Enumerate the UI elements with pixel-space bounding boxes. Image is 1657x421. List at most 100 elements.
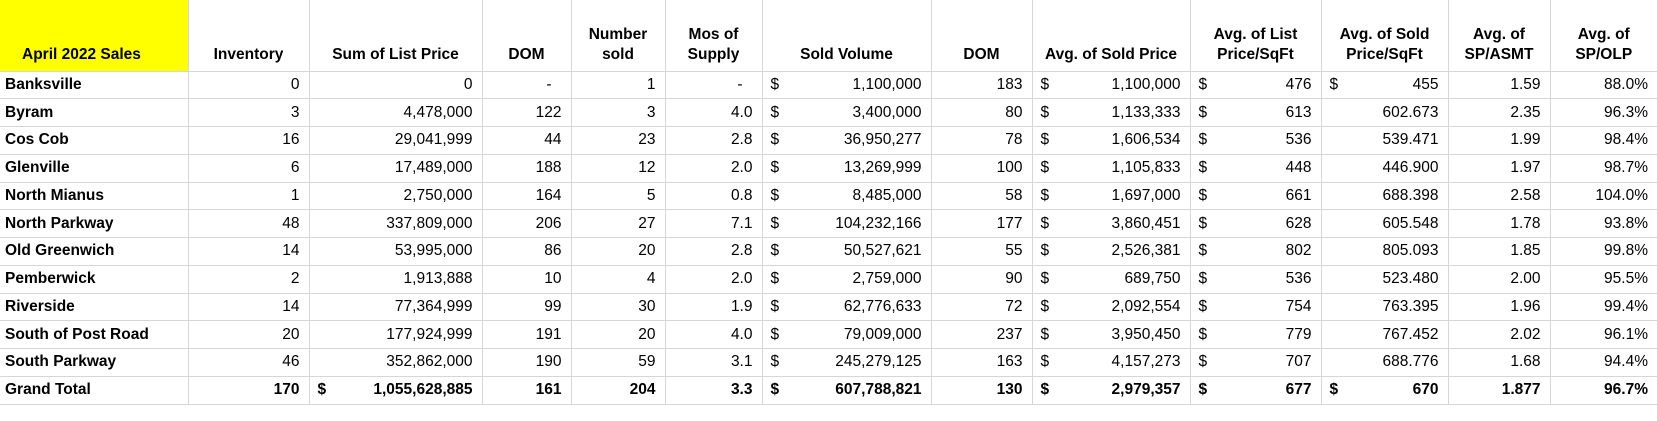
data-cell[interactable]: 1.78	[1448, 209, 1551, 238]
column-header[interactable]: Avg. of List Price/SqFt	[1190, 0, 1322, 72]
column-header[interactable]: Inventory	[188, 0, 310, 72]
data-cell[interactable]: 3	[188, 98, 310, 127]
data-cell[interactable]: 206	[482, 209, 572, 238]
data-cell[interactable]: 3.3	[665, 376, 763, 405]
data-cell[interactable]: 10	[482, 265, 572, 294]
column-header[interactable]: DOM	[931, 0, 1033, 72]
data-cell[interactable]: $8,485,000	[762, 182, 932, 211]
data-cell[interactable]: 3.1	[665, 348, 763, 377]
data-cell[interactable]: $36,950,277	[762, 126, 932, 155]
data-cell[interactable]: 1.877	[1448, 376, 1551, 405]
data-cell[interactable]: 4,478,000	[309, 98, 483, 127]
data-cell[interactable]: 48	[188, 209, 310, 238]
data-cell[interactable]: $2,526,381	[1032, 237, 1191, 266]
data-cell[interactable]: 59	[571, 348, 666, 377]
data-cell[interactable]: 96.3%	[1550, 98, 1657, 127]
data-cell[interactable]: 2.58	[1448, 182, 1551, 211]
data-cell[interactable]: -	[482, 71, 572, 100]
data-cell[interactable]: $1,100,000	[762, 71, 932, 100]
data-cell[interactable]: 183	[931, 71, 1033, 100]
data-cell[interactable]: $3,950,450	[1032, 320, 1191, 349]
data-cell[interactable]: 16	[188, 126, 310, 155]
data-cell[interactable]: $1,100,000	[1032, 71, 1191, 100]
data-cell[interactable]: 2.8	[665, 237, 763, 266]
data-cell[interactable]: 12	[571, 154, 666, 183]
data-cell[interactable]: 170	[188, 376, 310, 405]
data-cell[interactable]: 204	[571, 376, 666, 405]
data-cell[interactable]: 80	[931, 98, 1033, 127]
data-cell[interactable]: 99.4%	[1550, 293, 1657, 322]
data-cell[interactable]: $13,269,999	[762, 154, 932, 183]
data-cell[interactable]: 688.776	[1321, 348, 1449, 377]
region-name-cell[interactable]: North Mianus	[0, 182, 189, 211]
region-name-cell[interactable]: Old Greenwich	[0, 237, 189, 266]
data-cell[interactable]: 190	[482, 348, 572, 377]
data-cell[interactable]: 0.8	[665, 182, 763, 211]
data-cell[interactable]: 122	[482, 98, 572, 127]
region-name-cell[interactable]: Pemberwick	[0, 265, 189, 294]
data-cell[interactable]: $104,232,166	[762, 209, 932, 238]
data-cell[interactable]: $2,759,000	[762, 265, 932, 294]
column-header[interactable]: Avg. of SP/OLP	[1550, 0, 1657, 72]
data-cell[interactable]: 163	[931, 348, 1033, 377]
data-cell[interactable]: 99.8%	[1550, 237, 1657, 266]
data-cell[interactable]: 86	[482, 237, 572, 266]
data-cell[interactable]: 523.480	[1321, 265, 1449, 294]
data-cell[interactable]: 130	[931, 376, 1033, 405]
data-cell[interactable]: 14	[188, 237, 310, 266]
data-cell[interactable]: $677	[1190, 376, 1322, 405]
data-cell[interactable]: 177	[931, 209, 1033, 238]
data-cell[interactable]: 53,995,000	[309, 237, 483, 266]
data-cell[interactable]: -	[665, 71, 763, 100]
data-cell[interactable]: 44	[482, 126, 572, 155]
data-cell[interactable]: $3,860,451	[1032, 209, 1191, 238]
data-cell[interactable]: 602.673	[1321, 98, 1449, 127]
data-cell[interactable]: 78	[931, 126, 1033, 155]
data-cell[interactable]: $2,092,554	[1032, 293, 1191, 322]
data-cell[interactable]: 2,750,000	[309, 182, 483, 211]
data-cell[interactable]: $79,009,000	[762, 320, 932, 349]
data-cell[interactable]: $245,279,125	[762, 348, 932, 377]
data-cell[interactable]: 188	[482, 154, 572, 183]
data-cell[interactable]: 2.00	[1448, 265, 1551, 294]
region-name-cell[interactable]: Cos Cob	[0, 126, 189, 155]
data-cell[interactable]: 1.96	[1448, 293, 1551, 322]
data-cell[interactable]: 4.0	[665, 320, 763, 349]
region-name-cell[interactable]: South of Post Road	[0, 320, 189, 349]
data-cell[interactable]: 77,364,999	[309, 293, 483, 322]
data-cell[interactable]: 0	[188, 71, 310, 100]
table-title-cell[interactable]: April 2022 Sales	[0, 0, 189, 72]
data-cell[interactable]: 104.0%	[1550, 182, 1657, 211]
data-cell[interactable]: $779	[1190, 320, 1322, 349]
data-cell[interactable]: $613	[1190, 98, 1322, 127]
data-cell[interactable]: 337,809,000	[309, 209, 483, 238]
data-cell[interactable]: $2,979,357	[1032, 376, 1191, 405]
data-cell[interactable]: 72	[931, 293, 1033, 322]
data-cell[interactable]: 164	[482, 182, 572, 211]
data-cell[interactable]: 3	[571, 98, 666, 127]
region-name-cell[interactable]: Grand Total	[0, 376, 189, 405]
data-cell[interactable]: 14	[188, 293, 310, 322]
data-cell[interactable]: $707	[1190, 348, 1322, 377]
data-cell[interactable]: 352,862,000	[309, 348, 483, 377]
data-cell[interactable]: 23	[571, 126, 666, 155]
data-cell[interactable]: $628	[1190, 209, 1322, 238]
data-cell[interactable]: 2.35	[1448, 98, 1551, 127]
data-cell[interactable]: 98.4%	[1550, 126, 1657, 155]
data-cell[interactable]: $448	[1190, 154, 1322, 183]
data-cell[interactable]: $50,527,621	[762, 237, 932, 266]
column-header[interactable]: Number sold	[571, 0, 666, 72]
data-cell[interactable]: 99	[482, 293, 572, 322]
data-cell[interactable]: 177,924,999	[309, 320, 483, 349]
data-cell[interactable]: 7.1	[665, 209, 763, 238]
data-cell[interactable]: 605.548	[1321, 209, 1449, 238]
region-name-cell[interactable]: Byram	[0, 98, 189, 127]
data-cell[interactable]: 88.0%	[1550, 71, 1657, 100]
data-cell[interactable]: $661	[1190, 182, 1322, 211]
column-header[interactable]: Mos of Supply	[665, 0, 763, 72]
data-cell[interactable]: 767.452	[1321, 320, 1449, 349]
data-cell[interactable]: 4.0	[665, 98, 763, 127]
data-cell[interactable]: $1,697,000	[1032, 182, 1191, 211]
region-name-cell[interactable]: South Parkway	[0, 348, 189, 377]
data-cell[interactable]: 1	[188, 182, 310, 211]
